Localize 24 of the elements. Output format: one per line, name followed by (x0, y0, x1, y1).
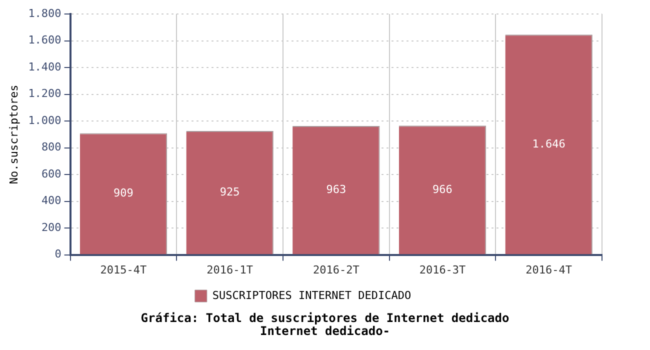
legend-label: SUSCRIPTORES INTERNET DEDICADO (212, 288, 412, 302)
text: 963 (326, 182, 346, 196)
text: 966 (432, 182, 452, 196)
x-tick-label: 2016-3T (419, 263, 466, 276)
y-tick-label: 0 (54, 248, 62, 261)
x-tick-label: 2015-4T (100, 263, 148, 276)
x-tick-label: 2016-1T (206, 263, 254, 276)
y-tick-label: 1.200 (28, 87, 62, 100)
y-tick-label: 1.800 (28, 6, 62, 20)
y-tick-label: 1.400 (28, 60, 62, 74)
x-tick-label: 2016-4T (526, 263, 572, 276)
y-tick-label: 1.600 (28, 34, 62, 47)
y-tick-label: 200 (41, 220, 62, 234)
y-tick-label: 800 (41, 140, 62, 154)
text: 925 (220, 186, 240, 199)
text: 1.646 (532, 137, 566, 150)
y-tick-label: 1.000 (28, 114, 62, 127)
x-tick-label: 2016-2T (312, 263, 360, 276)
text: 909 (114, 186, 134, 200)
y-tick-label: 400 (41, 194, 62, 208)
text: Gráfica: Total de suscriptores de Internet dedicado (140, 311, 510, 325)
text: Internet dedicado- (258, 324, 392, 338)
y-axis-title: No.suscriptores (7, 84, 20, 184)
y-tick-label: 600 (41, 167, 62, 180)
